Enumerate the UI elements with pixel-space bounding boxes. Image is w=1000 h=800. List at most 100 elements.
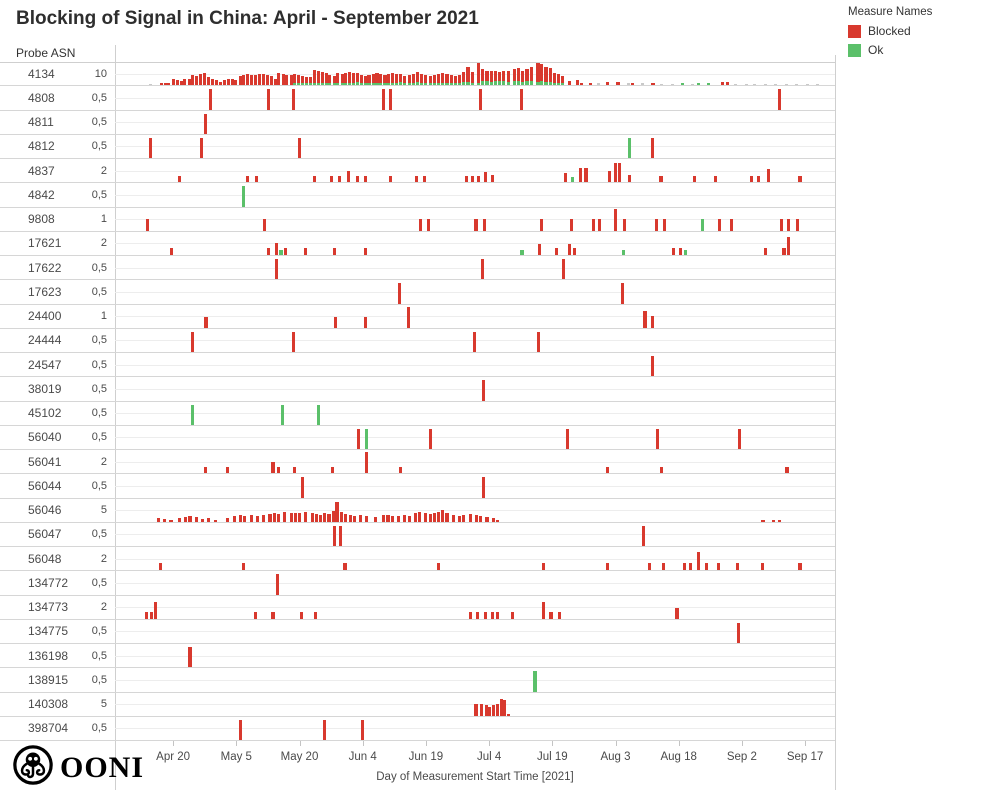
bar-mark[interactable] [329,175,334,183]
bar-mark[interactable] [706,82,710,86]
bar-mark[interactable] [647,562,651,571]
bar-mark[interactable] [570,218,574,231]
bar-mark[interactable] [291,89,295,110]
bar-mark[interactable] [536,63,540,86]
bar-mark[interactable] [359,74,364,86]
bar-mark[interactable] [557,73,561,86]
bar-mark[interactable] [283,248,287,255]
bar-mark[interactable] [763,84,767,86]
bar-mark[interactable] [203,113,207,134]
bar-mark[interactable] [684,249,688,255]
bar-mark[interactable] [167,82,171,86]
bar-mark[interactable] [389,175,393,183]
bar-mark[interactable] [578,167,582,183]
bar-mark[interactable] [246,74,250,86]
bar-mark[interactable] [352,73,356,86]
bar-mark[interactable] [218,81,222,86]
bar-mark[interactable] [552,72,556,86]
bar-mark[interactable] [453,76,457,86]
bar-mark[interactable] [331,510,335,522]
bar-mark[interactable] [175,80,179,86]
bar-mark[interactable] [340,74,344,86]
bar-mark[interactable] [213,519,217,522]
bar-mark[interactable] [313,175,317,183]
bar-mark[interactable] [774,84,778,86]
bar-mark[interactable] [483,172,487,183]
bar-mark[interactable] [206,76,211,86]
bar-mark[interactable] [184,516,188,522]
bar-mark[interactable] [356,73,360,86]
bar-mark[interactable] [323,513,327,522]
bar-mark[interactable] [203,466,207,474]
bar-mark[interactable] [191,75,195,86]
bar-mark[interactable] [473,331,477,352]
bar-mark[interactable] [344,72,348,86]
bar-mark[interactable] [343,562,347,571]
bar-mark[interactable] [314,514,318,522]
bar-mark[interactable] [255,515,259,522]
bar-mark[interactable] [364,248,368,255]
bar-mark[interactable] [274,259,278,280]
bar-mark[interactable] [204,316,208,328]
bar-mark[interactable] [696,551,700,571]
bar-mark[interactable] [540,218,544,231]
bar-mark[interactable] [242,562,246,571]
bar-mark[interactable] [717,562,721,571]
bar-mark[interactable] [381,89,385,110]
bar-mark[interactable] [451,515,455,522]
bar-mark[interactable] [675,607,679,619]
bar-mark[interactable] [540,64,544,86]
bar-mark[interactable] [364,428,369,449]
bar-mark[interactable] [313,612,317,619]
bar-mark[interactable] [365,452,369,474]
bar-mark[interactable] [489,70,493,86]
bar-mark[interactable] [171,79,175,86]
bar-mark[interactable] [521,70,525,86]
bar-mark[interactable] [605,562,609,571]
bar-mark[interactable] [308,77,313,86]
bar-mark[interactable] [567,80,571,86]
bar-mark[interactable] [432,512,436,522]
bar-mark[interactable] [736,562,740,571]
bar-mark[interactable] [249,514,253,522]
bar-mark[interactable] [357,428,361,449]
bar-mark[interactable] [200,137,204,158]
bar-mark[interactable] [491,174,495,183]
bar-mark[interactable] [420,73,424,86]
bar-mark[interactable] [163,519,167,522]
bar-mark[interactable] [347,171,351,183]
bar-mark[interactable] [312,69,316,86]
bar-mark[interactable] [414,175,418,183]
bar-mark[interactable] [628,174,632,183]
bar-mark[interactable] [662,218,666,231]
bar-mark[interactable] [492,704,496,716]
bar-mark[interactable] [419,218,423,231]
bar-mark[interactable] [297,137,301,158]
bar-mark[interactable] [616,81,620,86]
bar-mark[interactable] [554,248,559,255]
bar-mark[interactable] [512,68,516,86]
bar-mark[interactable] [365,516,369,522]
bar-mark[interactable] [613,162,617,183]
bar-mark[interactable] [225,466,229,474]
bar-mark[interactable] [682,562,686,571]
bar-mark[interactable] [276,466,281,474]
bar-mark[interactable] [656,428,660,449]
bar-mark[interactable] [795,218,800,231]
bar-mark[interactable] [750,175,754,183]
bar-mark[interactable] [537,331,541,352]
bar-mark[interactable] [760,562,764,571]
bar-mark[interactable] [263,218,267,231]
legend-item-ok[interactable]: Ok [848,43,998,57]
bar-mark[interactable] [613,209,617,231]
bar-mark[interactable] [605,466,609,474]
bar-mark[interactable] [495,703,500,716]
bar-mark[interactable] [379,74,383,86]
bar-mark[interactable] [340,511,344,522]
bar-mark[interactable] [506,713,510,716]
bar-mark[interactable] [561,259,565,280]
bar-mark[interactable] [689,562,693,571]
bar-mark[interactable] [285,75,289,86]
bar-mark[interactable] [276,574,280,595]
bar-mark[interactable] [397,283,401,304]
